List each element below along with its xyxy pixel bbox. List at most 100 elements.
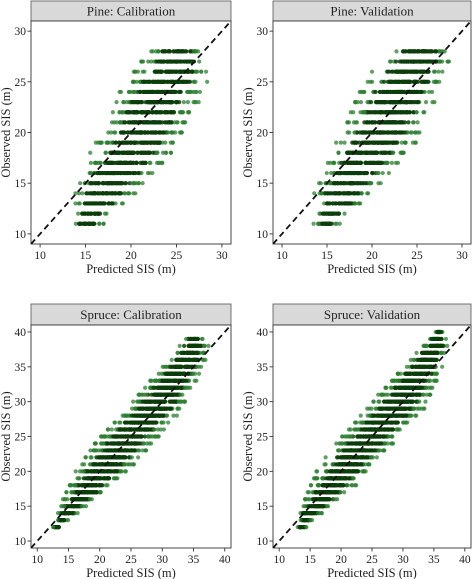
data-point bbox=[101, 221, 106, 226]
data-point bbox=[187, 343, 192, 349]
data-point bbox=[370, 170, 375, 176]
data-point bbox=[354, 455, 359, 460]
data-point bbox=[386, 170, 391, 176]
data-point bbox=[342, 140, 347, 145]
data-point bbox=[151, 89, 156, 95]
data-point bbox=[132, 140, 137, 145]
x-axis-label: Predicted SIS (m) bbox=[86, 262, 176, 276]
data-point bbox=[184, 350, 189, 355]
data-point bbox=[117, 170, 123, 176]
data-point bbox=[113, 201, 118, 206]
y-tick-label: 30 bbox=[15, 397, 27, 409]
data-point bbox=[323, 462, 328, 467]
data-point bbox=[334, 490, 339, 495]
data-point bbox=[346, 120, 352, 125]
data-point bbox=[299, 524, 304, 530]
data-point bbox=[89, 497, 94, 502]
data-point bbox=[117, 420, 122, 425]
data-point bbox=[179, 130, 184, 135]
data-point bbox=[143, 385, 148, 390]
data-point bbox=[123, 434, 128, 439]
data-point bbox=[111, 434, 116, 439]
data-point bbox=[349, 181, 354, 186]
data-point bbox=[68, 504, 74, 509]
data-point bbox=[317, 211, 322, 216]
panel-title: Pine: Calibration bbox=[87, 4, 176, 19]
data-point bbox=[104, 211, 109, 216]
data-point bbox=[406, 120, 411, 125]
data-point bbox=[308, 518, 313, 523]
data-point bbox=[410, 120, 416, 125]
x-tick-label: 10 bbox=[32, 554, 44, 566]
data-point bbox=[320, 504, 326, 509]
data-point bbox=[169, 79, 174, 84]
y-axis-label: Observed SIS (m) bbox=[0, 87, 13, 177]
data-point bbox=[391, 110, 396, 115]
data-point bbox=[169, 59, 174, 64]
data-point bbox=[334, 140, 339, 145]
y-tick-label: 15 bbox=[15, 501, 27, 513]
data-point bbox=[403, 69, 409, 74]
data-point bbox=[103, 170, 108, 176]
data-point bbox=[99, 140, 104, 145]
x-tick-label: 20 bbox=[366, 250, 378, 262]
data-point bbox=[75, 504, 80, 509]
data-point bbox=[144, 392, 149, 397]
data-point bbox=[431, 79, 436, 84]
data-point bbox=[136, 448, 141, 453]
data-point bbox=[115, 476, 120, 481]
data-point bbox=[120, 448, 125, 453]
data-point bbox=[364, 160, 369, 166]
data-point bbox=[353, 160, 358, 166]
data-point bbox=[337, 201, 342, 206]
data-point bbox=[174, 99, 179, 105]
data-point bbox=[408, 69, 413, 74]
data-point bbox=[133, 434, 138, 439]
data-point bbox=[432, 69, 438, 74]
data-point bbox=[129, 448, 134, 453]
y-tick-label: 35 bbox=[15, 362, 27, 374]
data-point bbox=[90, 221, 95, 226]
data-point bbox=[122, 427, 127, 432]
data-point bbox=[130, 79, 135, 84]
data-point bbox=[367, 130, 372, 135]
data-point bbox=[177, 110, 182, 115]
data-point bbox=[142, 69, 147, 74]
data-point bbox=[123, 469, 128, 474]
data-point bbox=[187, 357, 192, 362]
data-point bbox=[200, 336, 205, 342]
data-point bbox=[317, 191, 322, 196]
data-point bbox=[166, 120, 171, 125]
x-tick-label: 30 bbox=[456, 250, 468, 262]
data-point bbox=[182, 343, 187, 349]
data-point bbox=[132, 448, 137, 453]
data-point bbox=[88, 150, 93, 155]
data-point bbox=[334, 462, 339, 467]
data-point bbox=[139, 59, 145, 64]
data-point bbox=[342, 211, 347, 216]
data-point bbox=[422, 59, 427, 64]
data-point bbox=[150, 406, 155, 411]
data-point bbox=[375, 160, 381, 166]
data-point bbox=[142, 434, 148, 439]
data-point bbox=[392, 130, 397, 135]
data-point bbox=[393, 59, 399, 64]
data-point bbox=[91, 201, 96, 206]
data-point bbox=[380, 89, 386, 95]
data-point bbox=[400, 110, 406, 115]
data-point bbox=[361, 170, 366, 176]
data-point bbox=[128, 170, 133, 176]
data-point bbox=[342, 490, 347, 495]
data-point bbox=[170, 140, 175, 145]
data-point bbox=[164, 130, 170, 135]
data-point bbox=[78, 221, 83, 226]
data-point bbox=[202, 343, 207, 349]
panel-title: Spruce: Validation bbox=[324, 307, 421, 322]
data-point bbox=[307, 511, 313, 516]
data-point bbox=[398, 120, 403, 125]
data-point bbox=[390, 99, 396, 105]
data-point bbox=[371, 120, 376, 125]
data-point bbox=[171, 49, 177, 54]
data-point bbox=[158, 59, 163, 64]
data-point bbox=[134, 160, 139, 166]
